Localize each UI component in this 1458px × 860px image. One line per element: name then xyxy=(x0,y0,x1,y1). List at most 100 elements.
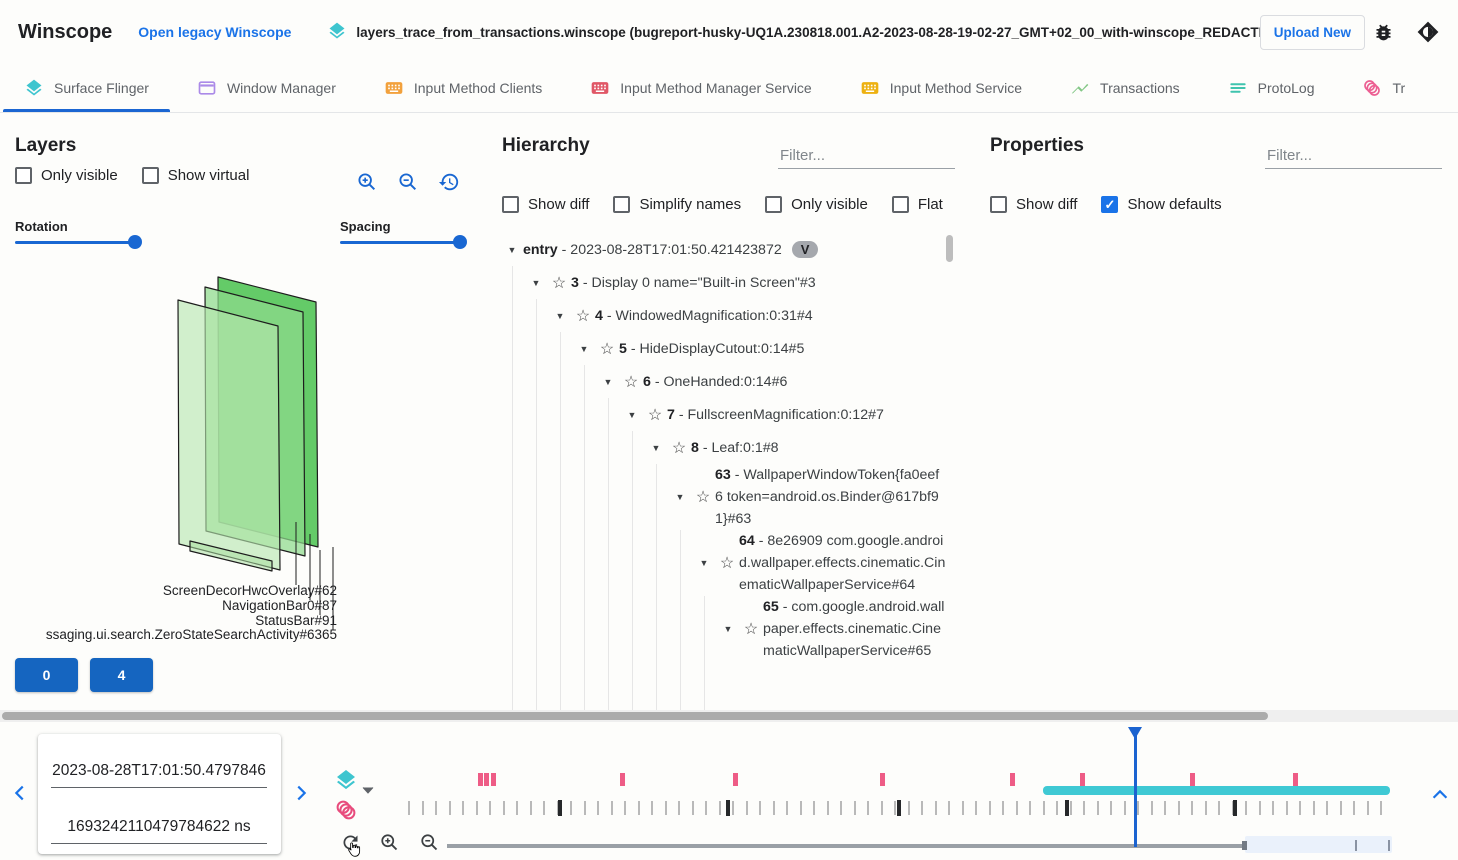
zoom-out-icon[interactable] xyxy=(397,171,419,193)
dark-mode-icon[interactable] xyxy=(1416,20,1440,44)
tree-node-3[interactable]: ▼ ☆ 3 - Display 0 name="Built-in Screen"#3 xyxy=(487,266,975,299)
unchecked-checkbox-icon[interactable] xyxy=(502,196,519,213)
tree-node-5[interactable]: ▼ ☆ 5 - HideDisplayCutout:0:14#5 xyxy=(487,332,975,365)
checkbox-show-diff[interactable]: Show diff xyxy=(502,196,589,213)
expand-arrow-icon[interactable]: ▼ xyxy=(675,492,685,502)
tree-node-4[interactable]: ▼ ☆ 4 - WindowedMagnification:0:31#4 xyxy=(487,299,975,332)
transition-marker[interactable] xyxy=(880,773,885,786)
checkbox-only-visible[interactable]: Only visible xyxy=(765,196,868,213)
checkbox-show-diff[interactable]: Show diff xyxy=(990,196,1077,213)
transition-marker[interactable] xyxy=(620,773,625,786)
hierarchy-scrollbar[interactable] xyxy=(946,235,953,262)
tree-node-63[interactable]: ▼ ☆ 63 - WallpaperWindowToken{fa0eef6 toke… xyxy=(487,464,975,530)
expand-arrow-icon[interactable]: ▼ xyxy=(723,624,733,634)
pin-star-icon[interactable]: ☆ xyxy=(599,340,615,358)
unchecked-checkbox-icon[interactable] xyxy=(141,167,159,184)
transition-marker[interactable] xyxy=(1190,773,1195,786)
reset-zoom-icon[interactable] xyxy=(340,832,361,853)
rotation-thumb[interactable] xyxy=(128,235,142,249)
selected-range-bar[interactable] xyxy=(1043,786,1390,795)
next-entry-button[interactable] xyxy=(290,782,312,804)
pin-star-icon[interactable]: ☆ xyxy=(671,439,687,457)
trace-selector-caret-icon[interactable] xyxy=(362,786,374,794)
spacing-thumb[interactable] xyxy=(453,235,467,249)
properties-filter-input[interactable] xyxy=(1265,143,1442,169)
transition-marker[interactable] xyxy=(478,773,483,786)
tree-node-7[interactable]: ▼ ☆ 7 - FullscreenMagnification:0:12#7 xyxy=(487,398,975,431)
expand-arrow-icon[interactable]: ▼ xyxy=(699,558,709,568)
tab-transactions[interactable]: Transactions xyxy=(1046,64,1204,112)
timeline-cursor-line[interactable] xyxy=(1134,727,1137,847)
tab-window-manager[interactable]: Window Manager xyxy=(173,64,360,112)
pin-star-icon[interactable]: ☆ xyxy=(575,307,591,325)
pin-star-icon[interactable]: ☆ xyxy=(743,621,759,638)
prev-entry-button[interactable] xyxy=(9,782,31,804)
checkbox-simplify-names[interactable]: Simplify names xyxy=(613,196,741,213)
tree-node-label: 65 - com.google.android.wallpaper.effect… xyxy=(763,599,945,659)
tab-input-method-manager-service[interactable]: Input Method Manager Service xyxy=(566,64,835,112)
pin-star-icon[interactable]: ☆ xyxy=(551,274,567,292)
tree-node-64[interactable]: ▼ ☆ 64 - 8e26909 com.google.android.wallpa… xyxy=(487,530,975,596)
zoom-in-icon[interactable] xyxy=(356,171,378,193)
surface-flinger-trace-icon[interactable] xyxy=(334,768,358,792)
unchecked-checkbox-icon[interactable] xyxy=(765,196,783,213)
tree-node-65[interactable]: ▼ ☆ 65 - com.google.android.wallpaper.effe… xyxy=(487,596,975,662)
pin-star-icon[interactable]: ☆ xyxy=(719,555,735,572)
panel-resize-divider[interactable] xyxy=(0,710,1458,722)
checkbox-flat[interactable]: Flat xyxy=(891,196,943,213)
transition-marker[interactable] xyxy=(1080,773,1085,786)
sf-frame-tick xyxy=(935,801,937,815)
transition-marker[interactable] xyxy=(1293,773,1298,786)
unchecked-checkbox-icon[interactable] xyxy=(15,167,32,184)
tree-node-8[interactable]: ▼ ☆ 8 - Leaf:0:1#8 xyxy=(487,431,975,464)
expand-arrow-icon[interactable]: ▼ xyxy=(507,244,517,255)
checked-checkbox-icon[interactable]: ✓ xyxy=(1101,196,1119,213)
transition-marker[interactable] xyxy=(491,773,496,786)
expand-arrow-icon[interactable]: ▼ xyxy=(531,277,541,288)
display-button-4[interactable]: 4 xyxy=(90,658,153,692)
reset-view-icon[interactable] xyxy=(438,171,460,193)
upload-new-button[interactable]: Upload New xyxy=(1259,14,1365,50)
transition-marker[interactable] xyxy=(733,773,738,786)
tree-node-entry[interactable]: ▼ entry - 2023-08-28T17:01:50.421423872 V xyxy=(487,233,975,266)
tree-node-6[interactable]: ▼ ☆ 6 - OneHanded:0:14#6 xyxy=(487,365,975,398)
checkbox-only-visible[interactable]: Only visible xyxy=(15,167,118,184)
display-button-0[interactable]: 0 xyxy=(15,658,78,692)
tab-protolog[interactable]: ProtoLog xyxy=(1204,64,1339,112)
legacy-winscope-link[interactable]: Open legacy Winscope xyxy=(138,24,292,40)
transitions-trace-icon[interactable] xyxy=(334,798,358,822)
pin-star-icon[interactable]: ☆ xyxy=(695,489,711,506)
tab-input-method-clients[interactable]: Input Method Clients xyxy=(360,64,566,112)
timeline-scrollbar[interactable] xyxy=(447,844,1245,848)
bug-report-icon[interactable] xyxy=(1373,22,1394,43)
timeline-zoom-in-icon[interactable] xyxy=(379,832,400,853)
unchecked-checkbox-icon[interactable] xyxy=(891,196,909,213)
timeline-scrollbar-handle[interactable] xyxy=(1242,841,1247,850)
timestamp-ns-input[interactable]: 1693242110479784622 ns xyxy=(51,818,267,844)
tab-input-method-service[interactable]: Input Method Service xyxy=(836,64,1046,112)
transition-marker[interactable] xyxy=(1010,773,1015,786)
timeline-scrollbar-window[interactable] xyxy=(1245,836,1392,853)
unchecked-checkbox-icon[interactable] xyxy=(990,196,1007,213)
pin-star-icon[interactable]: ☆ xyxy=(647,406,663,424)
rotation-track[interactable] xyxy=(15,235,142,249)
collapse-timeline-button[interactable] xyxy=(1429,784,1451,806)
expand-arrow-icon[interactable]: ▼ xyxy=(579,343,589,354)
expand-arrow-icon[interactable]: ▼ xyxy=(603,376,613,387)
timestamp-human-input[interactable]: 2023-08-28T17:01:50.4797846 xyxy=(51,762,267,788)
hierarchy-filter-input[interactable] xyxy=(778,143,955,169)
expand-arrow-icon[interactable]: ▼ xyxy=(627,409,637,420)
timeline-canvas[interactable] xyxy=(0,722,1458,860)
timeline-zoom-out-icon[interactable] xyxy=(419,832,440,853)
checkbox-show-defaults[interactable]: ✓ Show defaults xyxy=(1101,196,1222,213)
tab-surface-flinger[interactable]: Surface Flinger xyxy=(0,64,173,112)
unchecked-checkbox-icon[interactable] xyxy=(613,196,631,213)
checkbox-show-virtual[interactable]: Show virtual xyxy=(141,167,249,184)
spacing-track[interactable] xyxy=(340,235,467,249)
transition-marker[interactable] xyxy=(484,773,489,786)
tab-tr[interactable]: Tr xyxy=(1338,64,1429,112)
panel-resize-thumb[interactable] xyxy=(2,712,1268,720)
expand-arrow-icon[interactable]: ▼ xyxy=(651,442,661,453)
pin-star-icon[interactable]: ☆ xyxy=(623,373,639,391)
expand-arrow-icon[interactable]: ▼ xyxy=(555,310,565,321)
